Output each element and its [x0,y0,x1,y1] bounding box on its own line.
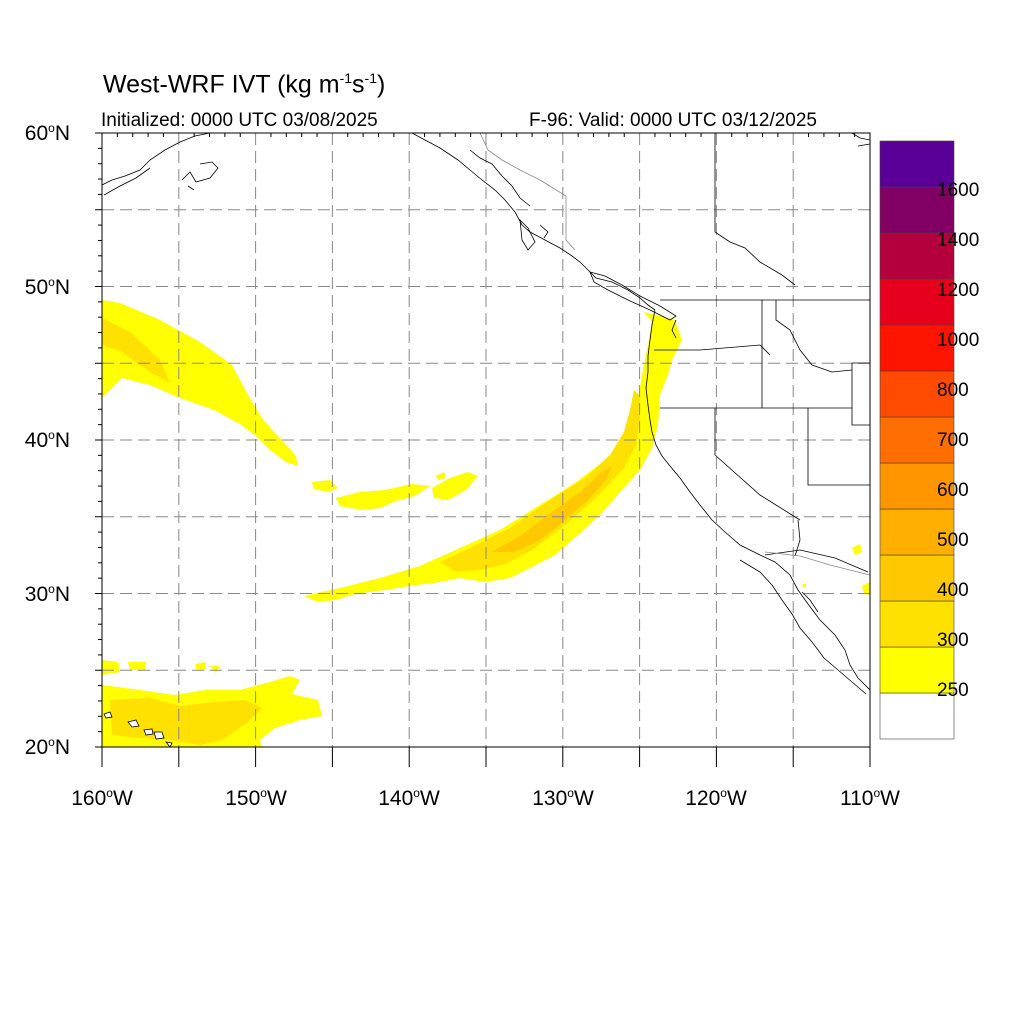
axis-ticks [95,132,871,767]
colorbar-label: 300 [937,630,969,651]
colorbar-swatch [879,646,955,694]
colorbar-swatch [879,324,955,372]
colorbar-swatch [879,554,955,602]
lon-label-130w: 130oW [532,786,594,810]
colorbar-label: 700 [937,430,969,451]
colorbar-swatch [879,186,955,234]
lon-label-160w: 160oW [71,786,133,810]
colorbar [879,140,955,740]
state-boundaries [654,133,870,573]
colorbar-label: 1400 [937,230,980,251]
colorbar-swatch [879,140,955,188]
ivt-fragment-midpacific [312,480,338,492]
lat-lon-grid [102,133,870,747]
valid-time-label: F-96: Valid: 0000 UTC 03/12/2025 [529,110,817,131]
colorbar-label: 1600 [937,180,980,201]
colorbar-swatch [879,232,955,280]
lat-label-60: 60oN [24,121,70,145]
colorbar-swatch [879,600,955,648]
lon-label-120w: 120oW [685,786,747,810]
lat-label-50: 50oN [24,275,70,299]
colorbar-swatch [879,278,955,326]
colorbar-swatch [879,462,955,510]
lon-label-150w: 150oW [225,786,287,810]
lon-label-140w: 140oW [378,786,440,810]
colorbar-label: 400 [937,580,969,601]
ivt-plume-northwest [102,300,298,466]
coastlines [102,133,870,695]
colorbar-swatch [879,508,955,556]
lat-label-30: 30oN [24,582,70,606]
colorbar-label: 250 [937,680,969,701]
lon-label-110w: 110oW [840,786,900,810]
colorbar-swatch [879,416,955,464]
hawaii-islands [103,711,173,748]
colorbar-label: 800 [937,380,969,401]
colorbar-label: 600 [937,480,969,501]
map-title: West-WRF IVT (kg m-1s-1) [103,70,386,99]
lat-label-20: 20oN [24,735,70,759]
lat-label-40: 40oN [24,428,70,452]
intl-boundaries [479,133,870,576]
init-time-label: Initialized: 0000 UTC 03/08/2025 [101,110,378,131]
colorbar-label: 1200 [937,280,980,301]
ivt-shading [102,300,870,747]
colorbar-label: 1000 [937,330,980,351]
colorbar-swatch [879,370,955,418]
colorbar-swatch [879,692,955,740]
colorbar-label: 500 [937,530,969,551]
